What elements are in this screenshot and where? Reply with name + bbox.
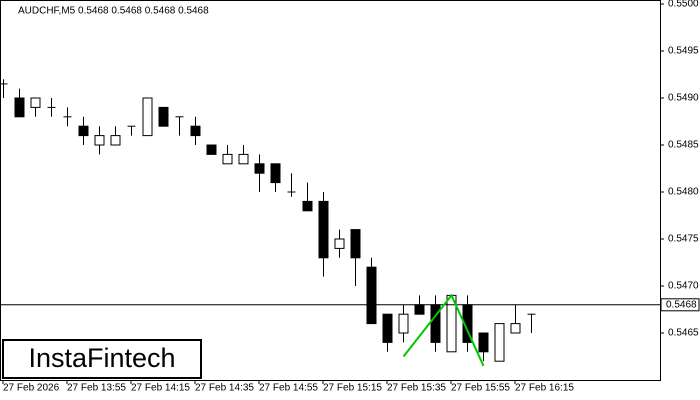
plot-frame [0, 0, 661, 381]
candle-body [382, 313, 393, 343]
x-tick-label: 27 Feb 15:35 [387, 383, 446, 394]
candle-body [158, 106, 169, 127]
candle-body [334, 238, 345, 249]
y-tick-label: 0.5480 [668, 187, 699, 198]
candle-body [350, 229, 361, 259]
y-tick-label: 0.5500 [668, 0, 699, 10]
y-tick-label: 0.5465 [668, 328, 699, 339]
candle-body [78, 125, 89, 137]
x-tick-label: 27 Feb 14:35 [195, 383, 254, 394]
candle-body [190, 125, 201, 137]
pattern-line [402, 293, 485, 367]
last-price-box [660, 298, 700, 312]
candle-body [206, 144, 217, 155]
y-tick-label: 0.5495 [668, 46, 699, 57]
candle-body [366, 266, 377, 325]
candle-body [94, 135, 105, 146]
candle-body [14, 97, 25, 118]
candle-body [270, 163, 281, 184]
candle-body [318, 200, 329, 259]
candle-body [302, 200, 313, 212]
y-tick-label: 0.5485 [668, 140, 699, 151]
candle-body [510, 323, 521, 334]
y-tick-label: 0.5475 [668, 234, 699, 245]
candle-body [414, 304, 425, 315]
logo: InstaFintech [28, 343, 175, 373]
x-tick-label: 27 Feb 15:55 [451, 383, 510, 394]
candle-body [222, 153, 233, 165]
candle-body [142, 97, 153, 137]
x-tick-label: 27 Feb 13:55 [67, 383, 126, 394]
y-tick-label: 0.5490 [668, 93, 699, 104]
candle-body [398, 313, 409, 334]
candle-body [30, 97, 41, 108]
candle-body [478, 332, 489, 353]
x-tick-label: 27 Feb 2026 [3, 383, 60, 394]
candle-body [254, 163, 265, 174]
candle-body [110, 135, 121, 146]
x-tick-label: 27 Feb 15:15 [323, 383, 382, 394]
x-tick-label: 27 Feb 16:15 [515, 383, 574, 394]
x-tick-label: 27 Feb 14:15 [131, 383, 190, 394]
candle-body [494, 323, 505, 362]
candle-body [238, 153, 249, 165]
last-price-label: 0.5468 [666, 299, 697, 310]
chart-header: AUDCHF,M5 0.5468 0.5468 0.5468 0.5468 [18, 6, 209, 17]
logo-box [2, 339, 202, 379]
y-tick-label: 0.5470 [668, 281, 699, 292]
x-tick-label: 27 Feb 14:55 [259, 383, 318, 394]
